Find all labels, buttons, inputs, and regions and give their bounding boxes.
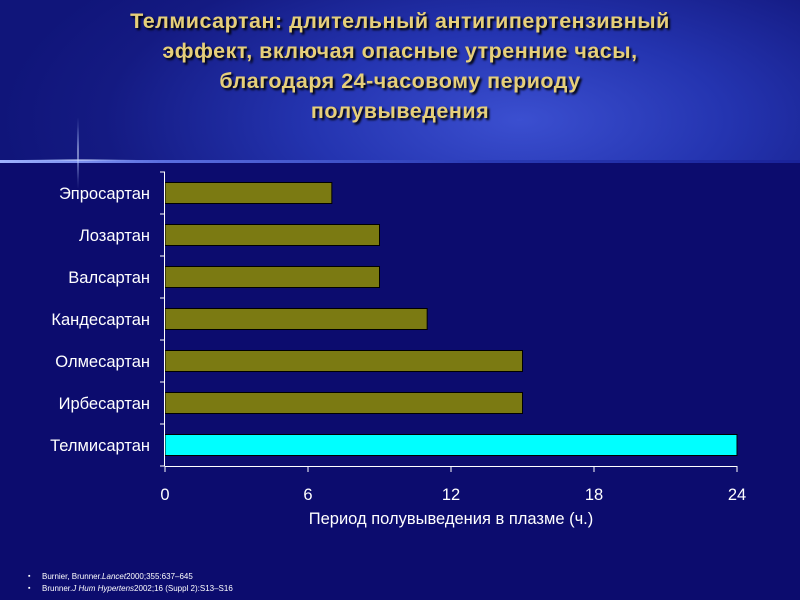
header-divider — [0, 160, 800, 163]
lens-flare-vertical — [77, 118, 79, 188]
bar — [164, 434, 738, 456]
x-axis-title: Период полувыведения в плазме (ч.) — [309, 510, 594, 528]
category-label: Олмесартан — [55, 353, 150, 371]
slide-title: Телмисартан: длительный антигипертензивн… — [130, 9, 670, 123]
reference-authors: Brunner. — [42, 584, 73, 593]
bar — [164, 266, 380, 288]
reference-authors: Burnier, Brunner. — [42, 572, 103, 581]
category-label: Лозартан — [79, 227, 150, 245]
x-axis: 0 6 12 18 24 — [160, 171, 746, 504]
x-tick-label: 24 — [728, 486, 746, 504]
bars-layer — [164, 182, 738, 456]
reference-journal: Lancet — [102, 572, 127, 581]
header-band — [0, 0, 800, 162]
category-label: Кандесартан — [51, 311, 150, 329]
bullet-icon: ▪ — [28, 585, 31, 592]
lens-flare-horizontal — [20, 159, 140, 161]
reference-journal: J Hum Hypertens — [72, 584, 135, 593]
bullet-icon: ▪ — [28, 573, 31, 580]
bar — [164, 224, 380, 246]
bar-chart: Эпросартан Лозартан Валсартан Кандесартан Ол… — [50, 171, 746, 528]
reference-item: ▪ Burnier, Brunner. Lancet 2000;355:637–… — [28, 571, 233, 583]
bar — [164, 350, 523, 372]
category-label: Ирбесартан — [59, 395, 150, 413]
x-tick-label: 12 — [442, 486, 460, 504]
category-labels: Эпросартан Лозартан Валсартан Кандесартан Ол… — [50, 185, 150, 455]
bar — [164, 392, 523, 414]
x-tick-label: 18 — [585, 486, 603, 504]
x-tick-label: 6 — [303, 486, 312, 504]
references: ▪ Burnier, Brunner. Lancet 2000;355:637–… — [28, 571, 233, 595]
bar — [164, 182, 333, 204]
category-label: Валсартан — [68, 269, 150, 287]
category-label: Эпросартан — [59, 185, 150, 203]
x-tick-label: 0 — [160, 486, 169, 504]
bar — [164, 308, 428, 330]
reference-citation: 2002;16 (Suppl 2):S13–S16 — [134, 584, 233, 593]
category-label: Телмисартан — [50, 437, 150, 455]
reference-citation: 2000;355:637–645 — [126, 572, 193, 581]
reference-item: ▪ Brunner. J Hum Hypertens 2002;16 (Supp… — [28, 583, 233, 595]
